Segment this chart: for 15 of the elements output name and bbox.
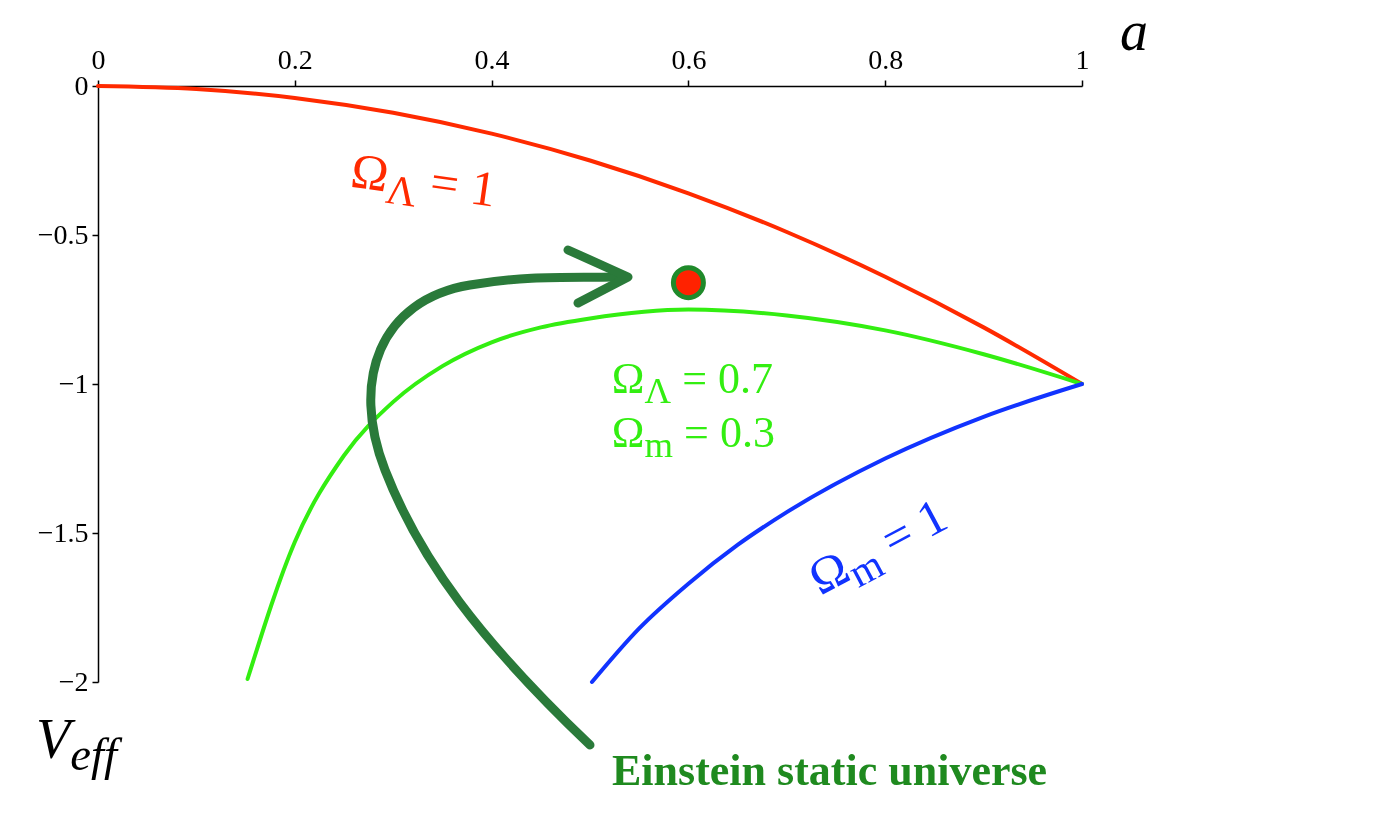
series-label: Ω$_{Λ}$ = 0.7 Ω$_{m}$ = 0.3 xyxy=(611,353,775,465)
x-tick-label: 1 xyxy=(1075,43,1090,75)
line-series xyxy=(245,307,1084,682)
y-tick-label: −0.5 xyxy=(37,218,89,250)
x-tick-label: 0.4 xyxy=(474,43,510,75)
text: Einstein static universe xyxy=(612,746,1048,795)
x-axis-title: a xyxy=(1120,0,1148,62)
x-tick-label: 0.2 xyxy=(277,43,313,75)
y-tick-label: 0 xyxy=(74,69,89,101)
y-tick-label: −1 xyxy=(58,367,89,399)
x-tick-label: 0.6 xyxy=(671,43,707,75)
x-tick-label: 0.8 xyxy=(868,43,904,75)
y-tick-label: −2 xyxy=(58,665,89,697)
text: Ω$_{Λ}$ = 1 xyxy=(346,141,500,220)
y-tick-label: −1.5 xyxy=(37,516,89,548)
